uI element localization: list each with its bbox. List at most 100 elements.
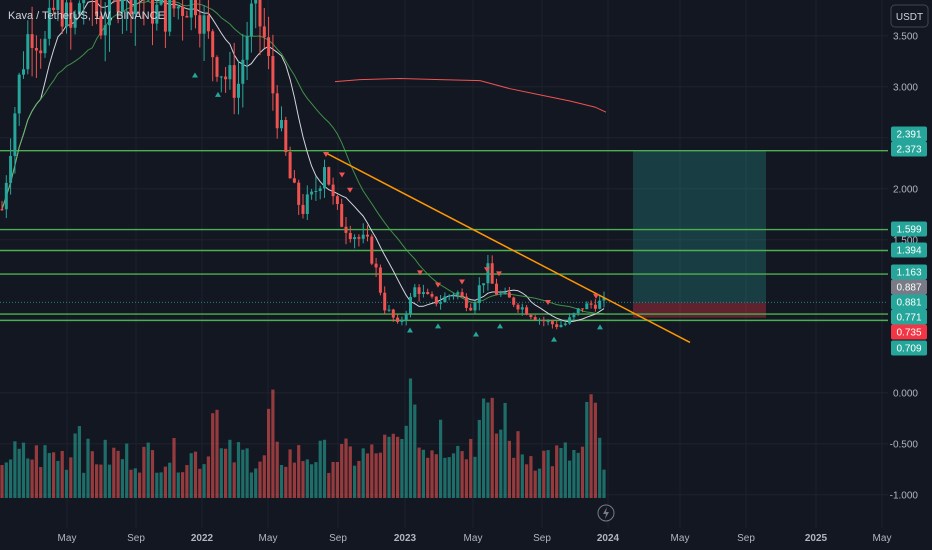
candle-body [275,93,279,129]
position-target-zone[interactable] [633,150,766,303]
candlesticks [0,0,606,330]
price-tag [891,242,927,258]
candle-body [477,285,481,304]
x-tick-label: 2025 [805,533,828,544]
horizontal-levels[interactable] [0,149,888,322]
time-axis[interactable]: May Sep 2022 May Sep 2023 May Sep 2024 May Sep 2025… [58,533,892,544]
x-tick-label: May [671,533,690,544]
candle-body [52,7,56,11]
candle-body [507,292,511,298]
candle-body [542,319,546,322]
candle-body [404,313,408,320]
volume-bar [589,394,593,498]
candle-body [391,309,395,318]
volume-bar [451,453,456,498]
candle-body [237,83,240,98]
candle-body [262,26,266,38]
position-stop-zone[interactable] [633,302,766,318]
volume-bar [0,464,4,498]
candle-body [133,0,137,15]
price-tag [891,221,927,237]
volume-bar [335,461,339,498]
volume-bar [13,441,17,498]
candle-body [219,76,223,78]
candle-body [486,263,490,284]
volume-bar [69,457,73,498]
volume-bar [150,450,155,498]
trendline[interactable] [325,152,691,344]
candle-body [323,167,326,189]
volume-bar [563,442,567,498]
volume-bar [181,472,185,498]
candle-body [310,191,314,195]
candle-body [464,296,468,308]
candle-body [4,182,8,210]
volume-bar [559,448,563,498]
volume-bar [310,464,314,498]
candle-body [589,303,593,305]
currency-badge[interactable]: USDT [890,4,929,28]
long-position-tool[interactable] [633,150,766,318]
candle-body [525,307,529,315]
candle-body [39,50,43,54]
price-tag-label: 0.709 [896,344,921,355]
candle-body [361,234,365,239]
price-tag [891,309,927,325]
candle-body [520,307,524,310]
candle-body [400,319,404,322]
volume-bar [464,459,468,498]
y-tick-label: 1.500 [893,236,918,247]
volume-bar [249,472,253,498]
candle-body [13,113,17,156]
candle-body [77,3,81,15]
price-tags: 2.391 2.373 1.599 1.394 1.163 0.887 0.881 0.771… [891,126,927,356]
descending-trendline[interactable] [325,152,691,344]
volume-bar [314,462,318,498]
lightning-icon[interactable] [597,504,615,522]
y-tick-label: -0.500 [890,440,919,451]
volume-bar [4,462,8,498]
candle-body [305,194,309,214]
y-tick-label: 3.500 [893,32,918,43]
volume-bar [193,451,198,498]
price-tag-label: 0.771 [896,313,921,324]
volume-bar [585,401,589,498]
volume-bar [297,445,301,498]
volume-bar [447,457,451,498]
y-tick-label: 3.000 [893,83,918,94]
volume-bar [507,440,511,498]
candle-body [538,319,541,321]
candle-body [168,0,172,32]
volume-bar [159,472,163,498]
candle-body [327,167,331,185]
candle-body [65,2,68,27]
candle-body [572,313,576,318]
candle-body [120,0,124,12]
candle-body [383,292,387,311]
candle-body [314,190,318,192]
volume-bar [344,438,348,498]
candle-body [452,294,455,296]
candle-body [108,0,111,26]
buy-signal-marker [192,72,198,78]
candle-body [581,308,584,310]
volume-bar [279,464,284,498]
volume-bar [421,449,425,498]
volume-bar [456,445,460,498]
buy-signal-marker [215,91,221,97]
volume-bar [387,436,391,498]
volume-bar [211,413,215,498]
buy-signal-marker [435,323,441,329]
volume-bar [499,429,503,498]
volume-bar [546,450,550,498]
candle-body [95,0,99,17]
volume-bar [292,462,296,498]
candle-body [366,234,369,237]
volume-bar [469,438,473,498]
candle-body [426,292,430,295]
sell-signal-marker [459,279,465,285]
candle-body [357,237,361,239]
candle-body [417,287,421,294]
candle-body [185,15,189,18]
